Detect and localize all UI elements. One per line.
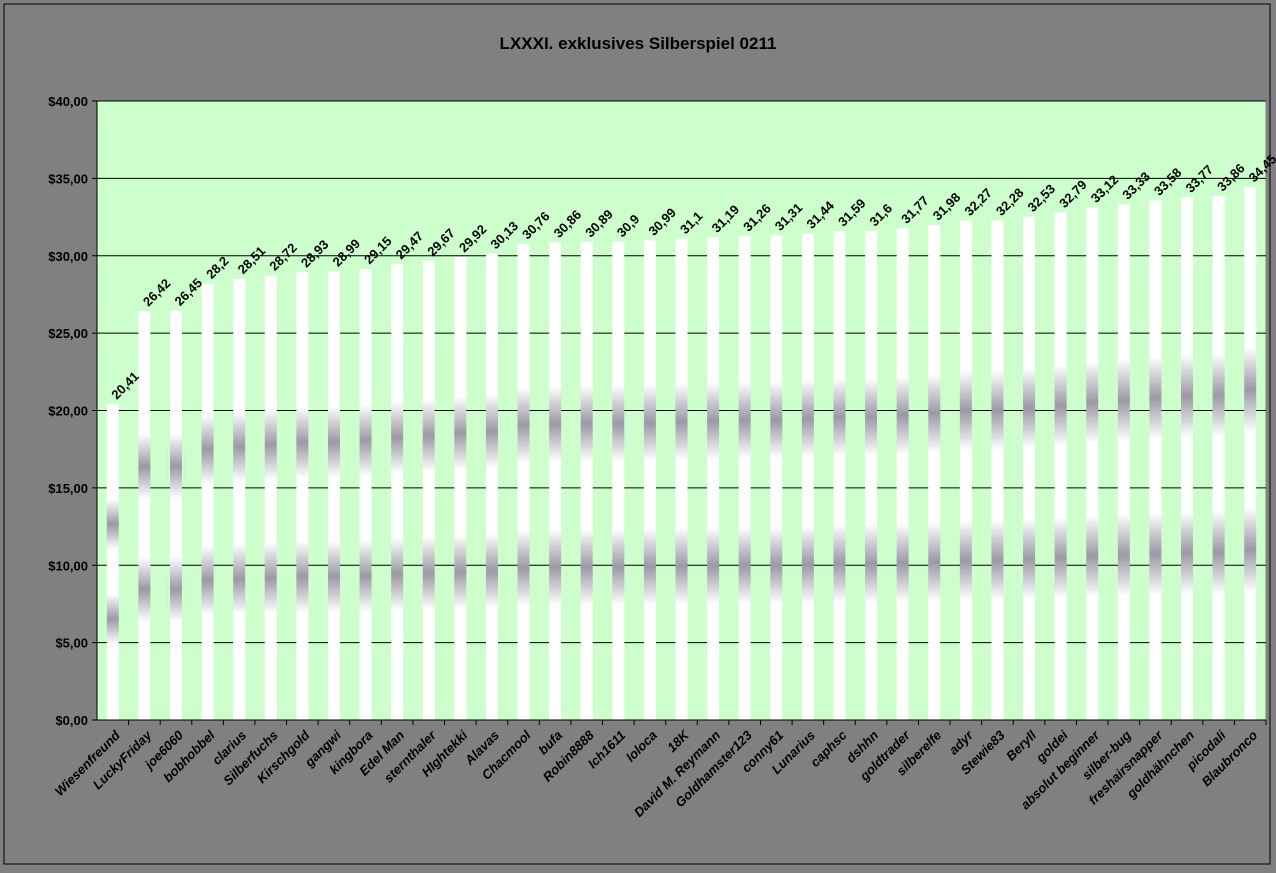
bar bbox=[454, 256, 467, 720]
chart-title: LXXXI. exklusives Silberspiel 0211 bbox=[500, 34, 777, 53]
bar bbox=[865, 230, 878, 721]
y-tick-label: $15,00 bbox=[48, 481, 88, 496]
bar bbox=[580, 241, 593, 721]
x-axis: WiesenfreundLuckyFridayjoe6060bobhobbelc… bbox=[52, 719, 1267, 820]
bar bbox=[264, 275, 277, 720]
chart-area-border bbox=[3, 3, 1271, 865]
bar bbox=[138, 311, 151, 720]
y-tick-label: $35,00 bbox=[48, 171, 88, 186]
y-tick-label: $40,00 bbox=[48, 94, 88, 109]
y-tick-label: $30,00 bbox=[48, 249, 88, 264]
bar bbox=[233, 278, 246, 720]
bar bbox=[169, 310, 182, 720]
bar bbox=[1212, 196, 1225, 721]
bar bbox=[991, 220, 1004, 721]
bar bbox=[928, 225, 941, 720]
bar bbox=[1023, 216, 1036, 720]
y-tick-label: $10,00 bbox=[48, 558, 88, 573]
bar bbox=[1149, 200, 1162, 721]
bar bbox=[359, 268, 372, 720]
bar bbox=[675, 238, 688, 721]
bar bbox=[1054, 212, 1067, 720]
bar bbox=[391, 263, 404, 720]
bar bbox=[549, 242, 562, 720]
x-tick-label: caphsc bbox=[807, 727, 850, 770]
y-tick-label: $0,00 bbox=[55, 713, 88, 728]
y-tick-label: $5,00 bbox=[55, 636, 88, 651]
bar bbox=[1086, 207, 1099, 720]
bar bbox=[707, 237, 720, 720]
bar bbox=[1117, 204, 1130, 720]
bar bbox=[485, 253, 498, 720]
bar bbox=[296, 272, 309, 720]
bar bbox=[959, 220, 972, 720]
bar bbox=[422, 260, 435, 720]
bar bbox=[1244, 186, 1257, 721]
bars bbox=[106, 186, 1257, 721]
x-tick-label: Beryll bbox=[1003, 727, 1039, 763]
bar bbox=[106, 404, 119, 720]
bar bbox=[1181, 197, 1194, 721]
x-tick-label: loloca bbox=[623, 728, 660, 765]
bar bbox=[327, 271, 340, 720]
y-tick-label: $20,00 bbox=[48, 404, 88, 419]
bar bbox=[517, 243, 530, 720]
y-tick-label: $25,00 bbox=[48, 326, 88, 341]
bar bbox=[801, 233, 814, 720]
bar bbox=[643, 240, 656, 720]
bar bbox=[770, 235, 783, 720]
bar bbox=[201, 283, 214, 720]
bar bbox=[612, 241, 625, 720]
bar bbox=[738, 236, 751, 720]
bar bbox=[833, 231, 846, 720]
y-axis: $0,00 $5,00 $10,00 $15,00 $20,00 $25,00 $30,00… bbox=[48, 94, 98, 728]
bar bbox=[896, 228, 909, 720]
